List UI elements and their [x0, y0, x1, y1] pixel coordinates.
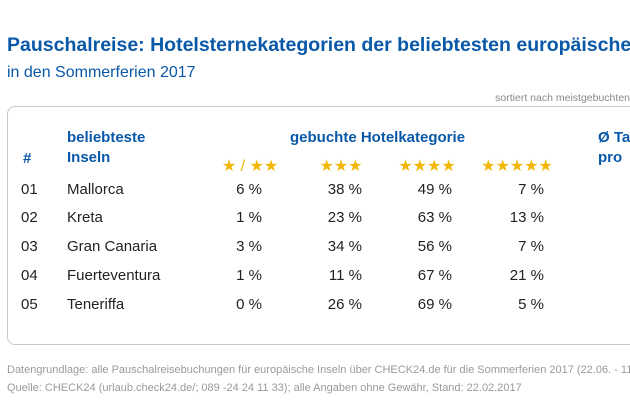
row-value-cat4: 13 %	[509, 209, 544, 226]
row-island: Mallorca	[67, 181, 124, 198]
table-row: 03 Gran Canaria 3 % 34 % 56 % 7 %	[0, 233, 630, 261]
stars-1-2-icon: ★ / ★★	[221, 158, 279, 175]
row-value-cat4: 21 %	[509, 267, 544, 284]
row-rank: 01	[21, 181, 38, 198]
row-value-cat4: 7 %	[518, 238, 544, 255]
row-value-cat2: 11 %	[328, 267, 362, 284]
row-value-cat2: 34 %	[327, 238, 362, 255]
stars-4-icon: ★★★★	[398, 158, 456, 175]
row-island: Kreta	[67, 209, 103, 226]
header-average: Ø Ta pro	[598, 129, 630, 166]
header-island: beliebteste Inseln	[67, 129, 146, 166]
table-card	[7, 106, 630, 345]
stars-5-icon: ★★★★★	[481, 158, 553, 175]
row-value-cat1: 1 %	[236, 209, 262, 226]
footer-source: Quelle: CHECK24 (urlaub.check24.de/; 089…	[7, 382, 522, 394]
page-title: Pauschalreise: Hotelsternekategorien der…	[7, 34, 630, 56]
row-value-cat3: 56 %	[417, 238, 452, 255]
row-rank: 03	[21, 238, 38, 255]
stars-3-icon: ★★★	[319, 158, 363, 175]
row-value-cat3: 63 %	[417, 209, 452, 226]
row-value-cat2: 38 %	[327, 181, 362, 198]
row-rank: 04	[21, 267, 38, 284]
row-rank: 05	[21, 296, 38, 313]
table-row: 04 Fuerteventura 1 % 11 % 67 % 21 %	[0, 262, 630, 290]
row-value-cat1: 0 %	[236, 296, 262, 313]
row-value-cat3: 49 %	[417, 181, 452, 198]
table-row: 05 Teneriffa 0 % 26 % 69 % 5 %	[0, 291, 630, 319]
row-island: Gran Canaria	[67, 238, 158, 255]
table-row: 02 Kreta 1 % 23 % 63 % 13 %	[0, 204, 630, 232]
row-value-cat4: 7 %	[518, 181, 544, 198]
row-value-cat3: 69 %	[417, 296, 452, 313]
row-value-cat3: 67 %	[417, 267, 452, 284]
row-value-cat1: 3 %	[236, 238, 262, 255]
table-row: 01 Mallorca 6 % 38 % 49 % 7 %	[0, 176, 630, 204]
row-value-cat2: 26 %	[327, 296, 362, 313]
row-value-cat4: 5 %	[518, 296, 544, 313]
row-value-cat1: 6 %	[236, 181, 262, 198]
row-island: Fuerteventura	[67, 267, 161, 284]
header-rank: #	[23, 150, 32, 167]
sort-note: sortiert nach meistgebuchten	[495, 92, 630, 104]
row-rank: 02	[21, 209, 38, 226]
header-hotel-category: gebuchte Hotelkategorie	[290, 129, 466, 146]
row-value-cat2: 23 %	[327, 209, 362, 226]
row-value-cat1: 1 %	[236, 267, 262, 284]
row-island: Teneriffa	[67, 296, 125, 313]
page-subtitle: in den Sommerferien 2017	[7, 64, 196, 81]
footer-data-basis: Datengrundlage: alle Pauschalreisebuchun…	[7, 364, 630, 376]
